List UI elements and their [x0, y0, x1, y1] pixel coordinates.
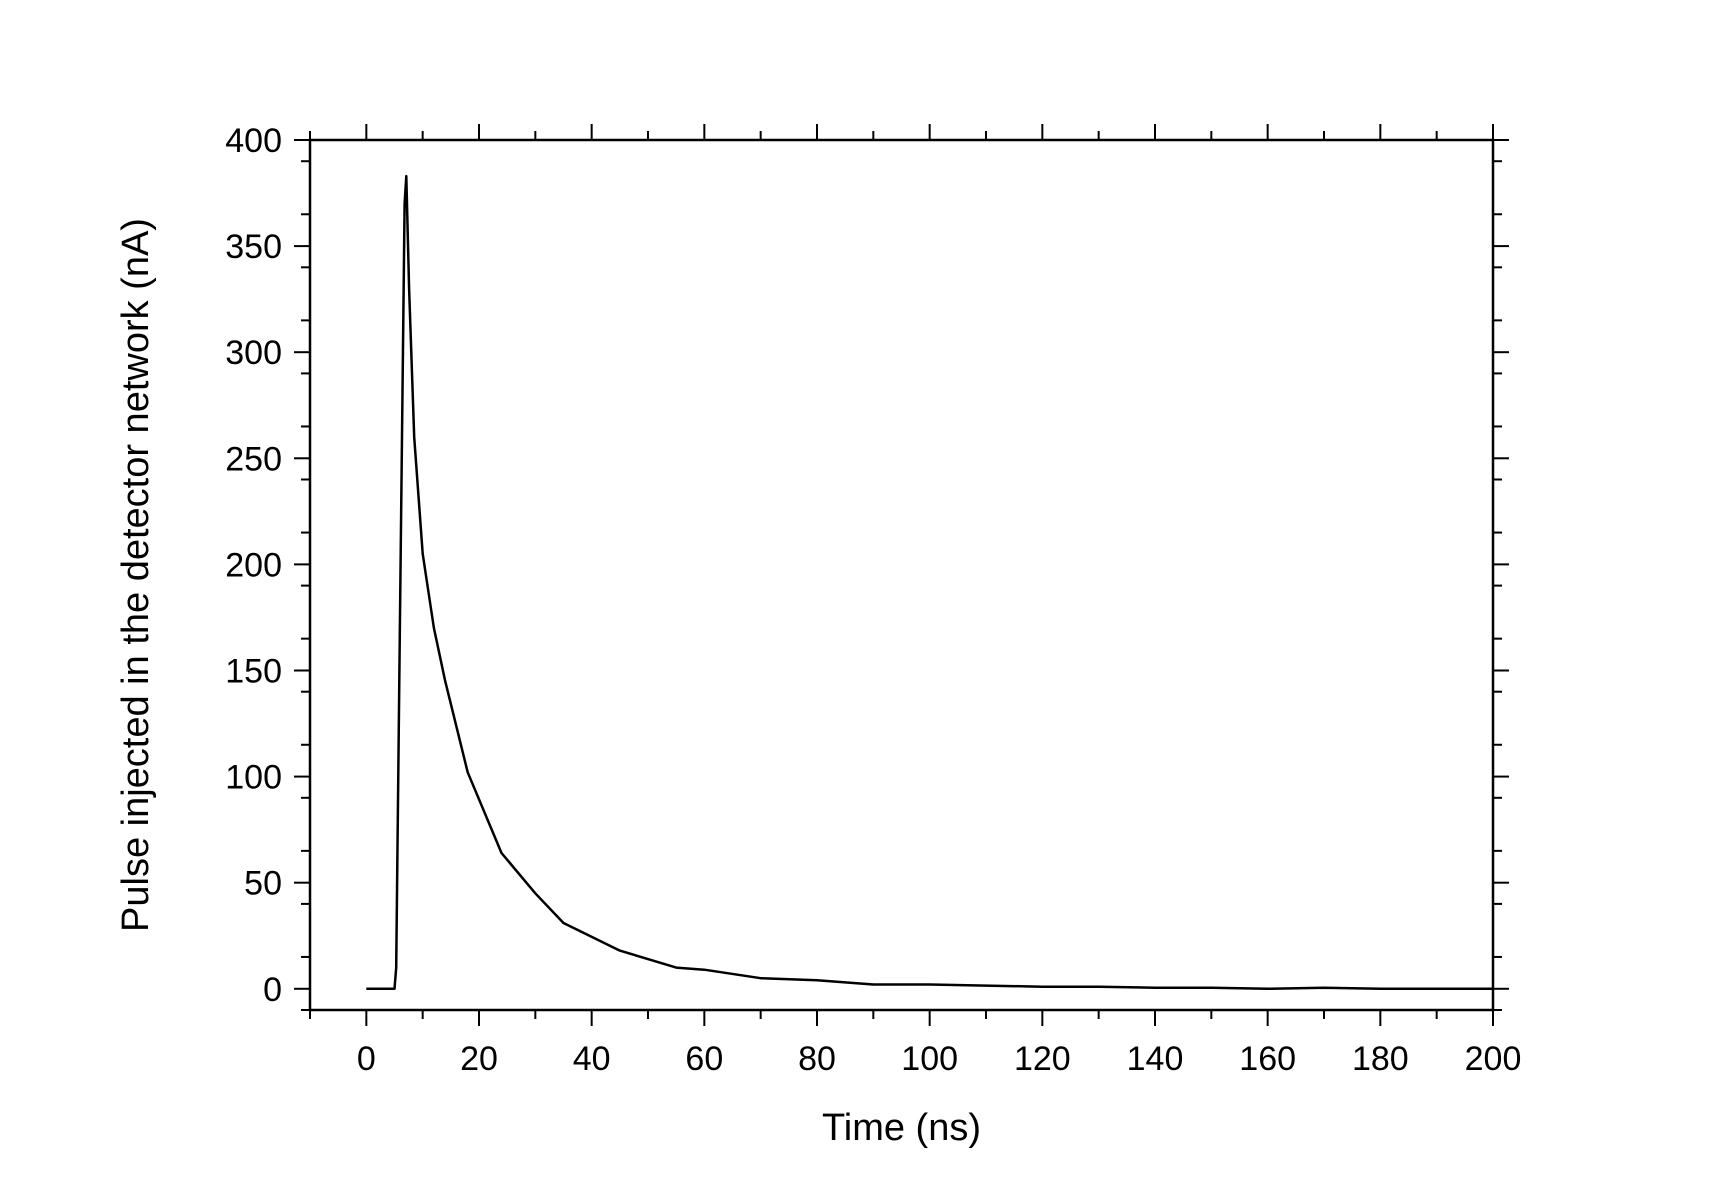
y-tick-label: 250 — [225, 440, 282, 478]
series-layer — [366, 174, 1493, 991]
y-tick-label: 100 — [225, 759, 282, 797]
x-tick-label: 60 — [685, 1040, 723, 1078]
tick-labels-layer: 0 20 40 60 80 100 120 140 160 180 200 0 50 100 150 200 2… — [225, 122, 1521, 1078]
y-tick-label: 200 — [225, 546, 282, 584]
x-tick-label: 100 — [901, 1040, 958, 1078]
x-tick-label: 160 — [1239, 1040, 1296, 1078]
x-tick-label: 0 — [357, 1040, 376, 1078]
plot-frame — [308, 138, 1495, 1012]
series-line — [366, 174, 1493, 991]
y-axis-title: Pulse injected in the detector network (… — [115, 218, 157, 932]
x-tick-label: 140 — [1127, 1040, 1184, 1078]
y-tick-label: 50 — [244, 865, 282, 903]
x-tick-label: 20 — [460, 1040, 498, 1078]
x-tick-label: 180 — [1352, 1040, 1409, 1078]
x-axis-title: Time (ns) — [822, 1107, 981, 1149]
x-tick-label: 120 — [1014, 1040, 1071, 1078]
ticks-layer — [294, 124, 1509, 1026]
y-tick-label: 300 — [225, 334, 282, 372]
y-tick-label: 350 — [225, 228, 282, 266]
x-tick-label: 40 — [573, 1040, 611, 1078]
y-tick-label: 400 — [225, 122, 282, 160]
y-tick-label: 0 — [263, 971, 282, 1009]
x-tick-label: 80 — [798, 1040, 836, 1078]
y-tick-label: 150 — [225, 652, 282, 690]
x-tick-label: 200 — [1465, 1040, 1522, 1078]
